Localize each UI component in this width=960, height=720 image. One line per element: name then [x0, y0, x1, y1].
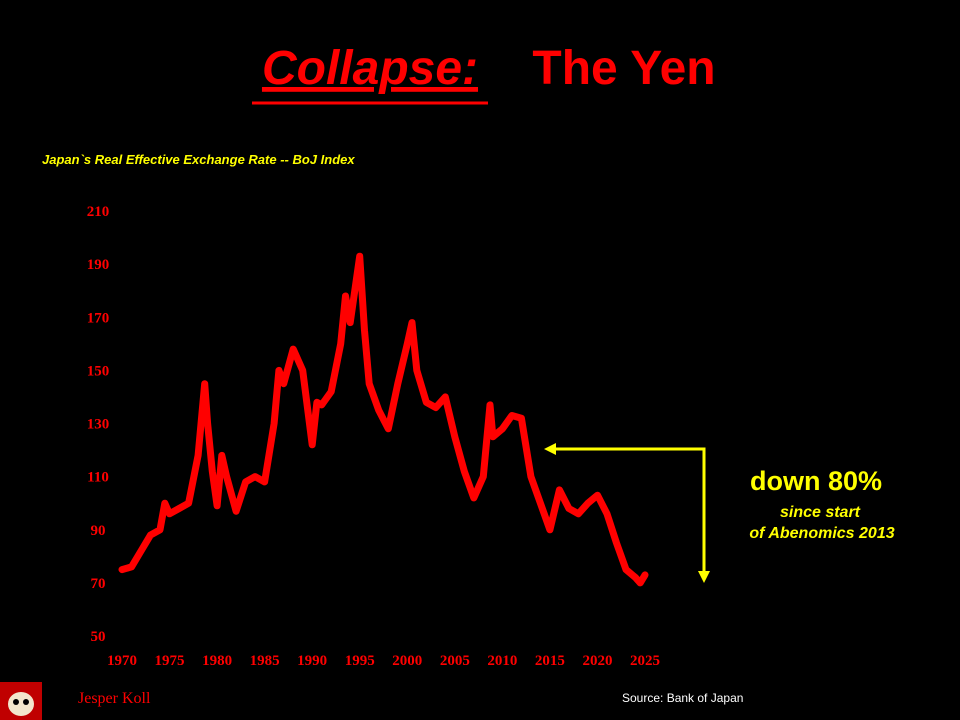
footer-author: Jesper Koll [78, 690, 151, 707]
logo [0, 682, 42, 720]
x-tick-label: 2020 [582, 653, 612, 669]
y-tick-label: 150 [87, 363, 110, 379]
arrows [556, 447, 706, 574]
x-tick-label: 2025 [630, 653, 660, 669]
annotation: since start [780, 504, 861, 521]
data-line [118, 252, 649, 587]
annotation: of Abenomics 2013 [749, 525, 894, 542]
arrow-line [556, 447, 706, 574]
logo-eye [13, 699, 19, 705]
x-tick-label: 1990 [297, 653, 327, 669]
footer-source: Source: Bank of Japan [622, 691, 743, 705]
x-tick-label: 2010 [487, 653, 517, 669]
y-tick-label: 170 [87, 310, 110, 326]
arrow-head [698, 571, 710, 583]
arrow-head [544, 443, 556, 455]
annotation: down 80% [750, 466, 882, 496]
y-tick-label: 110 [87, 470, 109, 486]
x-tick-label: 1985 [250, 653, 280, 669]
y-tick-label: 90 [91, 523, 106, 539]
x-tick-label: 2005 [440, 653, 470, 669]
y-tick-label: 130 [87, 417, 110, 433]
x-tick-label: 1995 [345, 653, 375, 669]
title-emphasis: Collapse: [262, 42, 478, 95]
x-tick-label: 1975 [155, 653, 185, 669]
chart-title: The Yen [532, 42, 715, 95]
x-tick-label: 2000 [392, 653, 422, 669]
y-tick-label: 210 [87, 204, 110, 220]
x-tick-label: 2015 [535, 653, 565, 669]
y-tick-label: 50 [91, 629, 106, 645]
x-tick-label: 1980 [202, 653, 232, 669]
logo-eye [23, 699, 29, 705]
y-tick-label: 70 [91, 576, 106, 592]
plot-area: 50 70 90 110 130 150 170 190 210 1970 1975 1980 1985… [87, 204, 660, 669]
chart-subtitle: Japan`s Real Effective Exchange Rate -- … [42, 152, 355, 167]
logo-face [8, 692, 34, 716]
y-tick-label: 190 [87, 257, 110, 273]
x-tick-label: 1970 [107, 653, 137, 669]
